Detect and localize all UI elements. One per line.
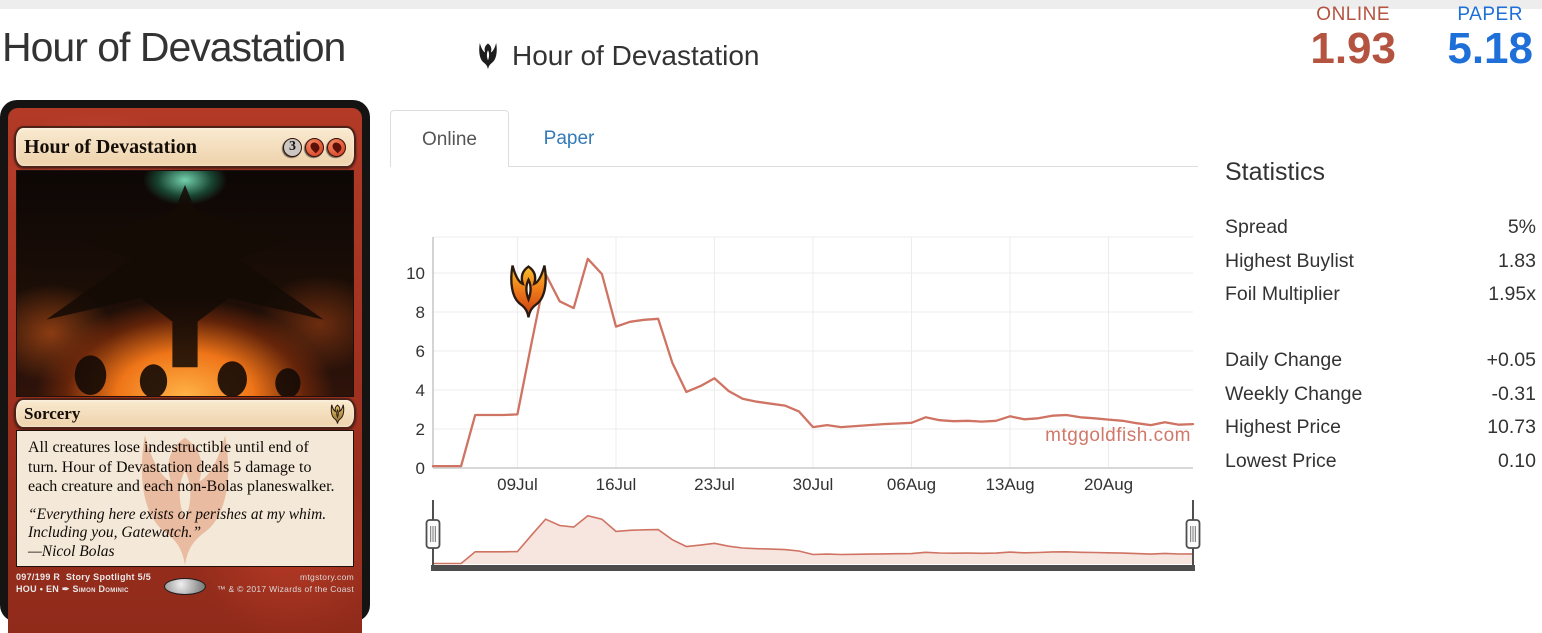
stat-value: 0.10 xyxy=(1498,449,1536,472)
copyright-text: ™ & © 2017 Wizards of the Coast xyxy=(217,584,354,594)
card-name: Hour of Devastation xyxy=(24,135,197,158)
svg-text:4: 4 xyxy=(416,381,425,400)
statistics-panel: Statistics Spread 5% Highest Buylist 1.83 Fo… xyxy=(1225,158,1536,478)
svg-text:30Jul: 30Jul xyxy=(793,475,834,494)
stat-value: 5% xyxy=(1507,216,1536,239)
card-flavor-text: “Everything here exists or perishes at m… xyxy=(28,506,342,562)
stat-label: Lowest Price xyxy=(1225,449,1337,472)
brush-icon: ✒ xyxy=(61,584,70,594)
mana-red-icon xyxy=(305,137,324,157)
stat-label: Daily Change xyxy=(1225,349,1343,372)
card-title-bar: Hour of Devastation 3 xyxy=(14,126,356,168)
stat-label: Spread xyxy=(1225,216,1288,239)
set-lang-code: HOU • EN xyxy=(16,584,60,594)
chart-range-brush[interactable] xyxy=(418,497,1210,581)
stat-value: +0.05 xyxy=(1486,349,1536,372)
statistics-title: Statistics xyxy=(1225,158,1326,186)
paper-price-block: PAPER 5.18 xyxy=(1447,5,1533,71)
flavor-attribution: —Nicol Bolas xyxy=(28,542,115,560)
flavor-quote: “Everything here exists or perishes at m… xyxy=(28,505,327,542)
mtgstory-url: mtgstory.com xyxy=(300,572,354,582)
dragon-silhouette xyxy=(46,184,324,398)
card-type-bar: Sorcery xyxy=(14,398,356,429)
mana-generic-3: 3 xyxy=(283,137,302,157)
statistics-gap xyxy=(1225,311,1536,344)
hou-set-symbol-flame-marker xyxy=(509,265,547,318)
svg-text:2: 2 xyxy=(416,420,425,439)
hou-rarity-symbol-icon xyxy=(330,404,345,424)
stat-row-highest-buylist: Highest Buylist 1.83 xyxy=(1225,244,1536,277)
online-price-label: ONLINE xyxy=(1316,4,1391,25)
stat-value: 10.73 xyxy=(1487,416,1536,439)
holofoil-stamp xyxy=(164,578,206,595)
stat-value: 1.83 xyxy=(1498,249,1536,272)
svg-text:8: 8 xyxy=(416,303,425,322)
stat-value: 1.95x xyxy=(1488,282,1536,305)
stat-row-spread: Spread 5% xyxy=(1225,211,1536,244)
svg-text:20Aug: 20Aug xyxy=(1084,475,1133,494)
hou-set-symbol-icon xyxy=(476,40,500,72)
svg-text:13Aug: 13Aug xyxy=(985,475,1034,494)
card-art xyxy=(16,170,354,398)
artist-name: Simon Dominic xyxy=(72,584,129,594)
svg-text:6: 6 xyxy=(416,342,425,361)
stat-label: Foil Multiplier xyxy=(1225,282,1340,305)
svg-text:06Aug: 06Aug xyxy=(887,475,936,494)
svg-text:mtggoldfish.com: mtggoldfish.com xyxy=(1045,425,1191,446)
stat-row-weekly-change: Weekly Change -0.31 xyxy=(1225,378,1536,411)
card-type-line: Sorcery xyxy=(24,403,81,423)
card-image: Hour of Devastation 3 Sorcery xyxy=(0,100,370,633)
svg-text:09Jul: 09Jul xyxy=(497,475,538,494)
stat-row-foil-multiplier: Foil Multiplier 1.95x xyxy=(1225,278,1536,311)
statistics-group-2: Daily Change +0.05 Weekly Change -0.31 Highe… xyxy=(1225,344,1536,478)
svg-text:0: 0 xyxy=(416,459,425,478)
stat-row-highest-price: Highest Price 10.73 xyxy=(1225,411,1536,444)
collector-number: 097/199 R xyxy=(16,572,61,582)
stat-row-daily-change: Daily Change +0.05 xyxy=(1225,344,1536,377)
card-footer: 097/199 R Story Spotlight 5/5 mtgstory.c… xyxy=(16,571,354,595)
story-spotlight: Story Spotlight 5/5 xyxy=(65,572,152,582)
mana-red-icon xyxy=(327,137,346,157)
set-name: Hour of Devastation xyxy=(512,40,760,71)
online-price-block: ONLINE 1.93 xyxy=(1310,5,1396,71)
tab-online[interactable]: Online xyxy=(390,110,509,167)
tab-paper[interactable]: Paper xyxy=(543,128,595,149)
svg-text:10: 10 xyxy=(406,264,425,283)
tabs-divider xyxy=(390,166,1198,167)
page-title: Hour of Devastation xyxy=(2,24,346,70)
set-lang-artist: HOU • EN ✒ Simon Dominic xyxy=(16,583,129,595)
online-price-value: 1.93 xyxy=(1310,24,1396,73)
paper-price-label: PAPER xyxy=(1457,4,1523,25)
stat-row-lowest-price: Lowest Price 0.10 xyxy=(1225,444,1536,477)
collector-info: 097/199 R Story Spotlight 5/5 xyxy=(16,571,151,583)
paper-price-value: 5.18 xyxy=(1447,24,1533,73)
stat-label: Highest Price xyxy=(1225,416,1341,439)
card-rules-text: All creatures lose indestructible until … xyxy=(28,439,335,496)
svg-text:23Jul: 23Jul xyxy=(694,475,735,494)
card-text-box: All creatures lose indestructible until … xyxy=(16,430,354,567)
stat-value: -0.31 xyxy=(1491,382,1536,405)
top-edge-strip xyxy=(0,0,1542,9)
svg-text:16Jul: 16Jul xyxy=(596,475,637,494)
statistics-group-1: Spread 5% Highest Buylist 1.83 Foil Multipli… xyxy=(1225,211,1536,311)
stat-label: Weekly Change xyxy=(1225,382,1363,405)
stat-label: Highest Buylist xyxy=(1225,249,1354,272)
price-history-chart[interactable]: 09Jul 16Jul 23Jul 30Jul 06Aug 13Aug 20Aug 0 2 4 6 8… xyxy=(400,232,1200,498)
